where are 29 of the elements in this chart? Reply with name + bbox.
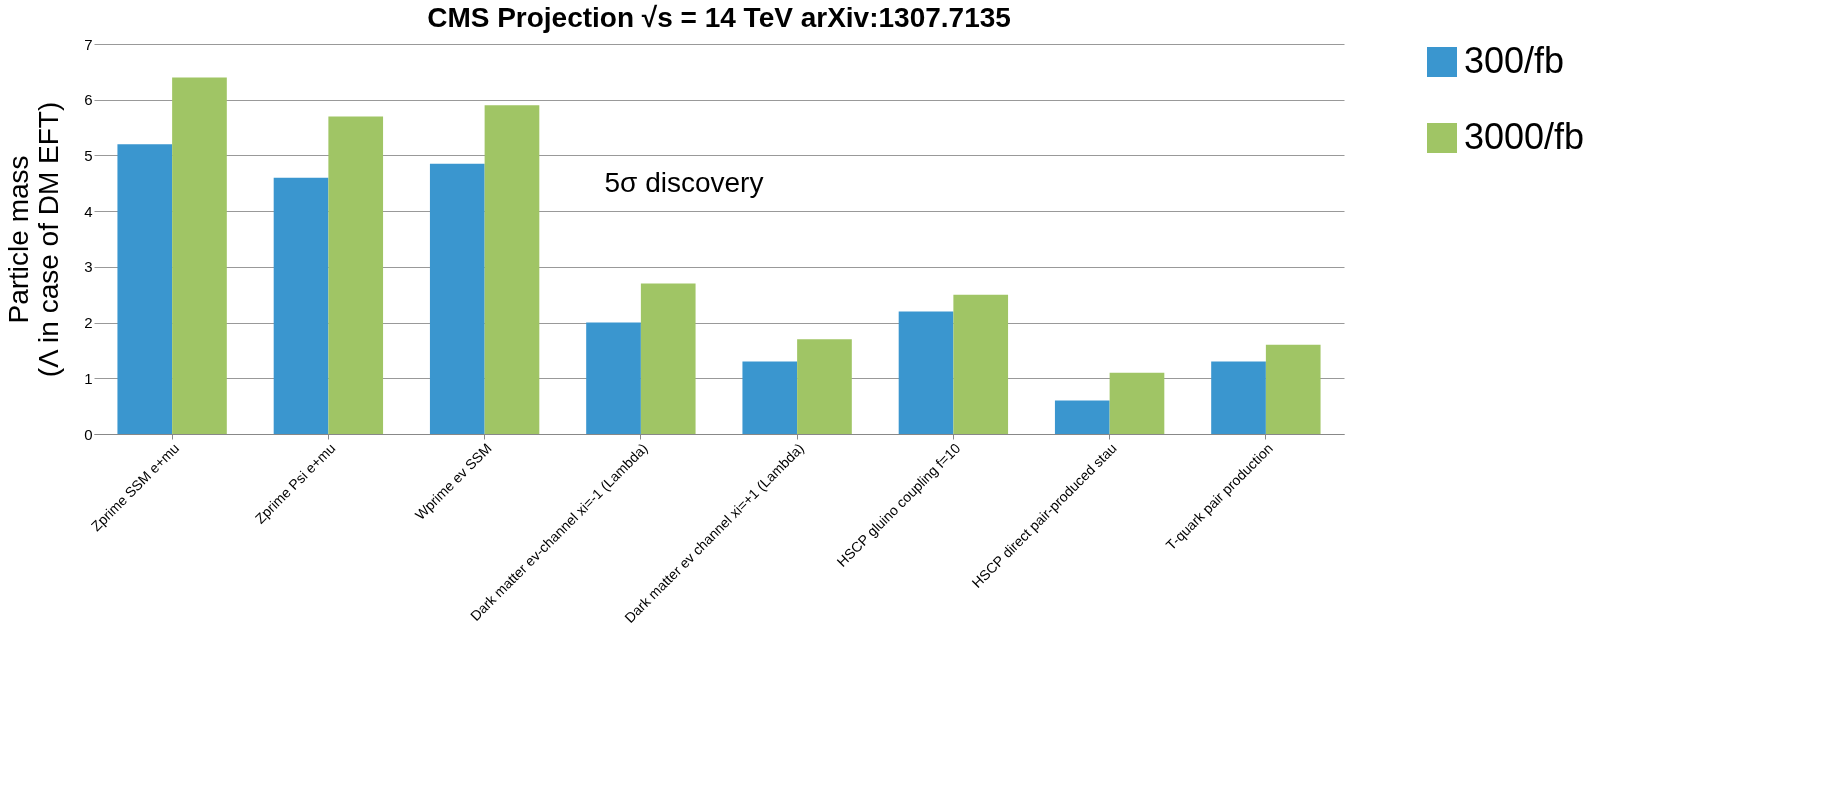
bar [484,105,540,434]
y-tick-label: 3 [84,258,93,276]
bar [1211,361,1266,434]
bar [953,294,1009,434]
bar [172,77,227,434]
y-tick-label: 0 [84,425,93,443]
bar [797,339,852,434]
y-tick-label: 2 [84,314,93,332]
y-tick-label: 6 [84,91,93,109]
y-axis-title: Particle mass (Λ in case of DM EFT) [3,101,65,378]
bar [1054,400,1110,434]
y-tick-label: 1 [84,369,93,387]
bar [1109,372,1165,434]
bar [117,144,173,434]
bar [898,311,954,434]
y-tick-label: 4 [84,202,93,220]
bar [640,283,696,434]
bar [742,361,798,434]
y-tick-label: 5 [84,146,93,164]
bar [273,177,329,434]
chart-title: CMS Projection √s = 14 TeV arXiv:1307.7135 [427,2,1011,33]
legend-label: 300/fb [1464,40,1565,81]
y-tick-label: 7 [84,35,93,53]
annotation: 5σ discovery [604,167,764,198]
bar [328,116,384,434]
bar [1265,344,1321,434]
bar [429,163,485,434]
bar [586,322,641,434]
legend-label: 3000/fb [1464,116,1585,157]
